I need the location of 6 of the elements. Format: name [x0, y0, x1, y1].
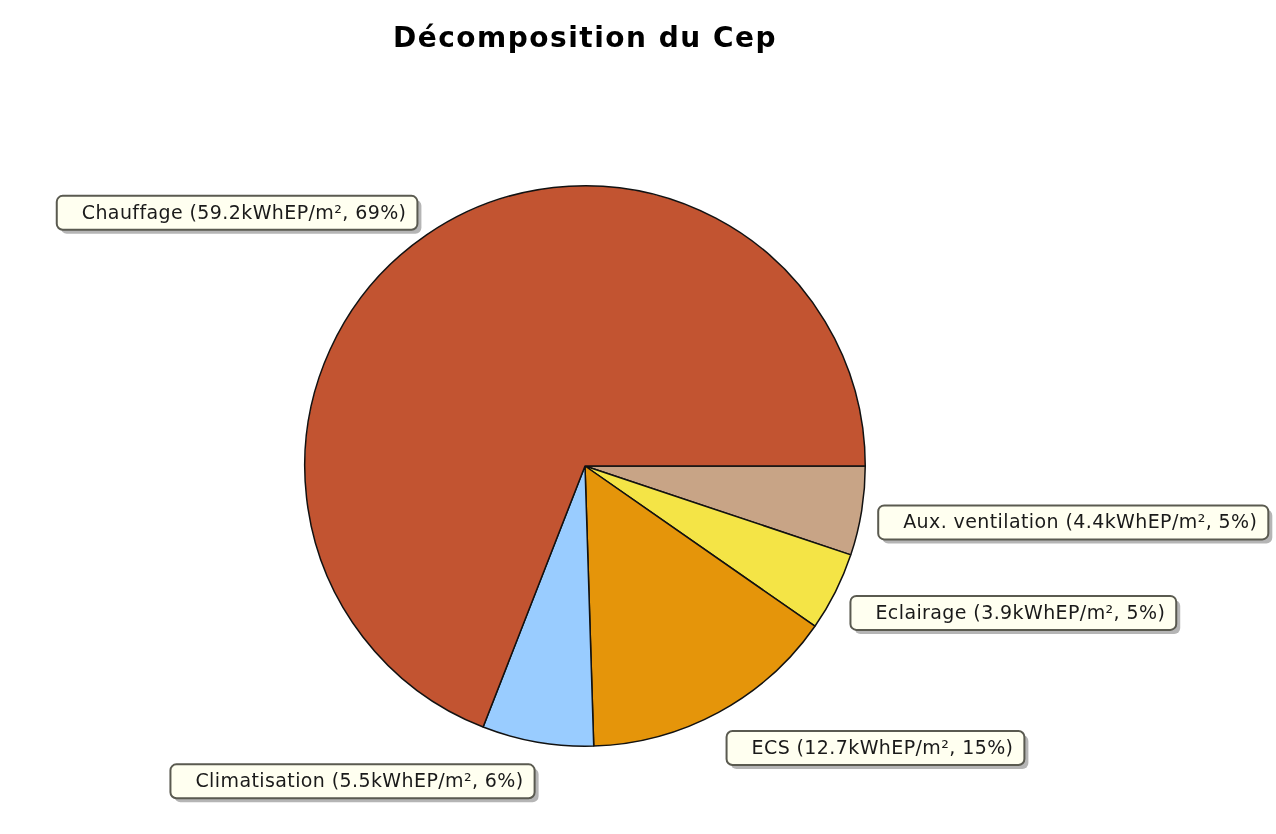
chart-title: Décomposition du Cep: [393, 21, 777, 55]
slice-label: ECS (12.7kWhEP/m², 15%): [751, 735, 1014, 758]
slice-label: Chauffage (59.2kWhEP/m², 69%): [81, 200, 407, 223]
slice-label: Climatisation (5.5kWhEP/m², 6%): [195, 769, 524, 792]
slice-label: Eclairage (3.9kWhEP/m², 5%): [875, 600, 1166, 623]
slice-label: Aux. ventilation (4.4kWhEP/m², 5%): [903, 510, 1258, 533]
